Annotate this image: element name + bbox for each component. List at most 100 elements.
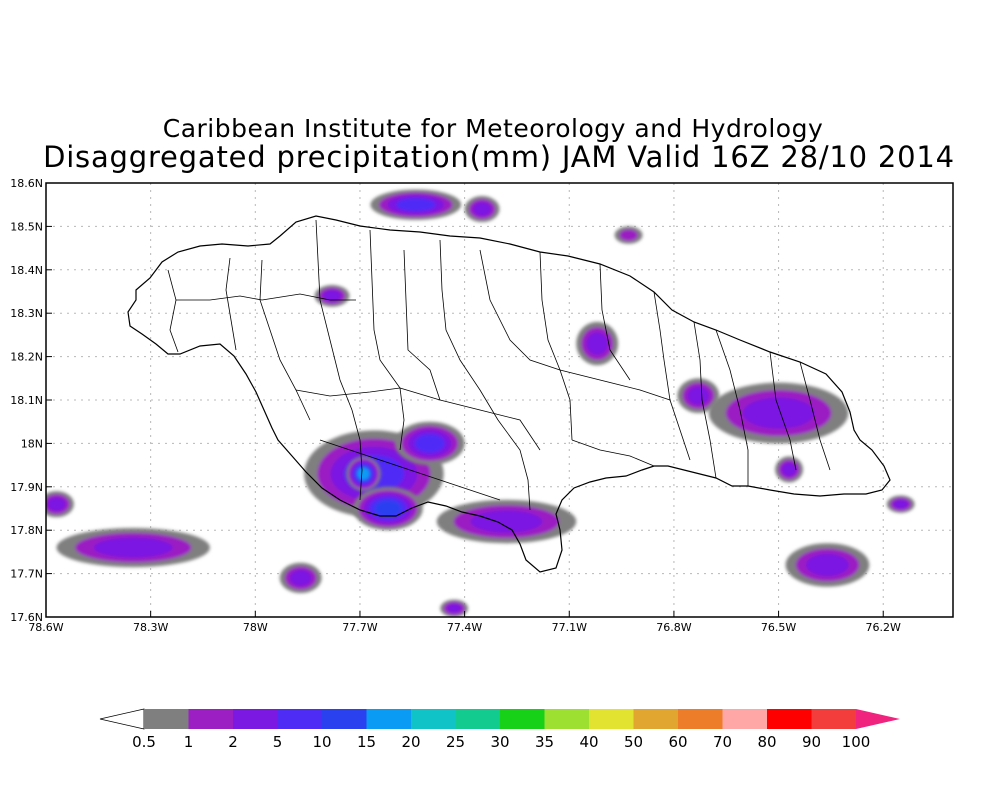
colorbar-swatch [455, 709, 500, 729]
longitude-ticks: 78.6W 78.3W 78W 77.7W 77.4W 77.1W 76.8W 76.5W 76… [28, 611, 901, 634]
colorbar-swatch [633, 709, 678, 729]
y-tick-label: 18.5N [10, 220, 43, 233]
colorbar-label: 60 [668, 733, 687, 751]
colorbar-label: 100 [842, 733, 871, 751]
precip-area [346, 456, 381, 492]
colorbar-label: 20 [401, 733, 420, 751]
x-tick-label: 76.8W [656, 621, 691, 634]
y-tick-label: 17.9N [10, 481, 43, 494]
colorbar-swatch [811, 709, 856, 729]
precip-area [279, 562, 322, 594]
precip-contour-2 [323, 290, 342, 302]
precip-area [708, 382, 849, 444]
precip-contour-15 [357, 467, 370, 480]
y-tick-label: 17.8N [10, 524, 43, 537]
precip-contour-2 [805, 553, 849, 577]
precip-area [886, 495, 915, 513]
precip-area [370, 189, 462, 220]
precip-area [46, 491, 74, 518]
colorbar-label: 1 [184, 733, 194, 751]
colorbar-swatch [722, 709, 767, 729]
precip-contour-2 [446, 603, 462, 613]
precip-contour-5 [414, 433, 445, 453]
precip-area [464, 196, 500, 223]
colorbar-swatch [188, 709, 233, 729]
precip-contour-2 [781, 462, 797, 477]
precip-area [352, 486, 423, 531]
colorbar-label: 2 [228, 733, 238, 751]
precip-contour-2 [47, 497, 66, 511]
colorbar-swatch [678, 709, 723, 729]
precip-area [440, 599, 469, 617]
colorbar-swatch [411, 709, 456, 729]
colorbar-under-arrow [99, 708, 145, 730]
colorbar-label: 30 [490, 733, 509, 751]
coastline-and-parish-borders [127, 215, 891, 573]
colorbar-over-arrow [856, 709, 900, 729]
jamaica-coastline [127, 215, 891, 573]
colorbar-swatch [500, 709, 545, 729]
y-tick-label: 18.4N [10, 264, 43, 277]
x-tick-label: 77.4W [447, 621, 482, 634]
precip-contour-2 [586, 332, 608, 355]
colorbar: 0.5 1 2 5 10 15 20 25 30 35 40 50 60 70 80 90 100 [99, 708, 900, 751]
x-tick-label: 77.7W [342, 621, 377, 634]
precip-contour-2 [893, 499, 908, 509]
precip-contour-2 [93, 537, 173, 558]
x-tick-label: 77.1W [552, 621, 587, 634]
x-tick-label: 78W [243, 621, 268, 634]
precip-area [775, 456, 803, 483]
colorbar-label: 10 [312, 733, 331, 751]
colorbar-label: 25 [446, 733, 465, 751]
colorbar-label: 50 [624, 733, 643, 751]
precip-contour-10 [374, 500, 402, 517]
precip-area [677, 378, 720, 414]
y-tick-label: 18.6N [10, 177, 43, 190]
colorbar-label: 5 [273, 733, 283, 751]
figure-title: Caribbean Institute for Meteorology and … [162, 114, 824, 143]
precip-contour-5 [396, 198, 436, 212]
precip-contour-1 [619, 229, 638, 241]
precip-area [576, 321, 619, 366]
y-tick-label: 18N [21, 437, 43, 450]
colorbar-label: 15 [357, 733, 376, 751]
precip-contour-2 [470, 510, 543, 533]
figure-subtitle: Disaggregated precipitation(mm) JAM Vali… [43, 140, 955, 174]
latitude-ticks: 17.6N 17.7N 17.8N 17.9N 18N 18.1N 18.2N 18.3N 18… [10, 177, 52, 624]
colorbar-label: 70 [713, 733, 732, 751]
precip-contour-2 [289, 570, 312, 586]
colorbar-swatch [589, 709, 634, 729]
precip-area [314, 284, 350, 307]
colorbar-label: 40 [579, 733, 598, 751]
precip-area [394, 421, 465, 466]
colorbar-swatch [544, 709, 589, 729]
colorbar-label: 80 [757, 733, 776, 751]
precip-contour-2 [742, 397, 815, 429]
y-tick-label: 18.2N [10, 351, 43, 364]
precip-contour-2 [473, 202, 492, 216]
y-tick-label: 18.1N [10, 394, 43, 407]
colorbar-swatch [277, 709, 322, 729]
precipitation-layer [46, 189, 915, 617]
x-tick-label: 78.6W [28, 621, 63, 634]
parish-borders [167, 219, 831, 511]
precip-area [436, 499, 577, 544]
y-tick-label: 17.6N [10, 611, 43, 624]
colorbar-swatch [144, 709, 189, 729]
precip-contour-2 [687, 386, 710, 405]
x-tick-label: 76.5W [761, 621, 796, 634]
colorbar-swatch [767, 709, 812, 729]
y-tick-label: 18.3N [10, 307, 43, 320]
colorbar-swatch [322, 709, 367, 729]
x-tick-label: 76.2W [866, 621, 901, 634]
x-tick-label: 78.3W [133, 621, 168, 634]
colorbar-label: 90 [802, 733, 821, 751]
y-tick-label: 17.7N [10, 568, 43, 581]
colorbar-swatch [233, 709, 278, 729]
precip-area [56, 528, 210, 568]
precip-area [614, 226, 643, 244]
colorbar-label: 35 [535, 733, 554, 751]
colorbar-swatch [366, 709, 411, 729]
precip-area [785, 543, 870, 587]
